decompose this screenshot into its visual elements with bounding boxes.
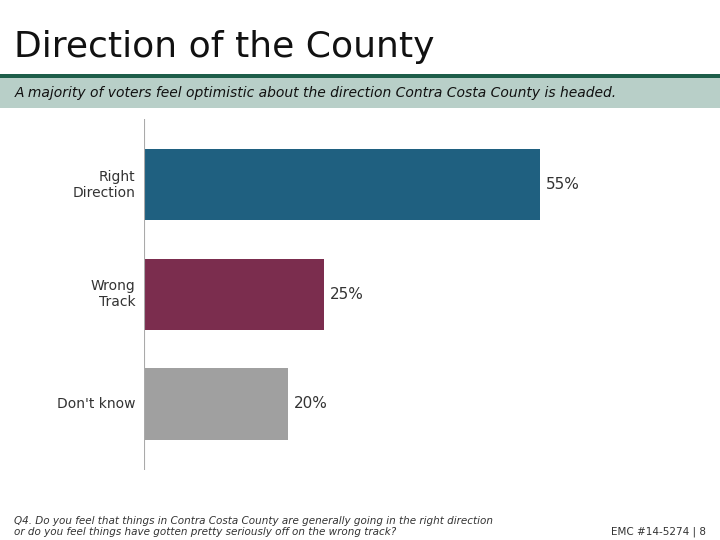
Text: 55%: 55% [546,177,580,192]
Text: Q4. Do you feel that things in Contra Costa County are generally going in the ri: Q4. Do you feel that things in Contra Co… [14,516,493,537]
Text: A majority of voters feel optimistic about the direction Contra Costa County is : A majority of voters feel optimistic abo… [14,86,616,100]
Bar [144,368,288,440]
Text: 20%: 20% [294,396,328,411]
Bar [144,259,324,330]
Text: 25%: 25% [330,287,364,302]
Text: Direction of the County: Direction of the County [14,30,435,64]
Bar [144,149,540,220]
Text: EMC #14-5274 | 8: EMC #14-5274 | 8 [611,527,706,537]
